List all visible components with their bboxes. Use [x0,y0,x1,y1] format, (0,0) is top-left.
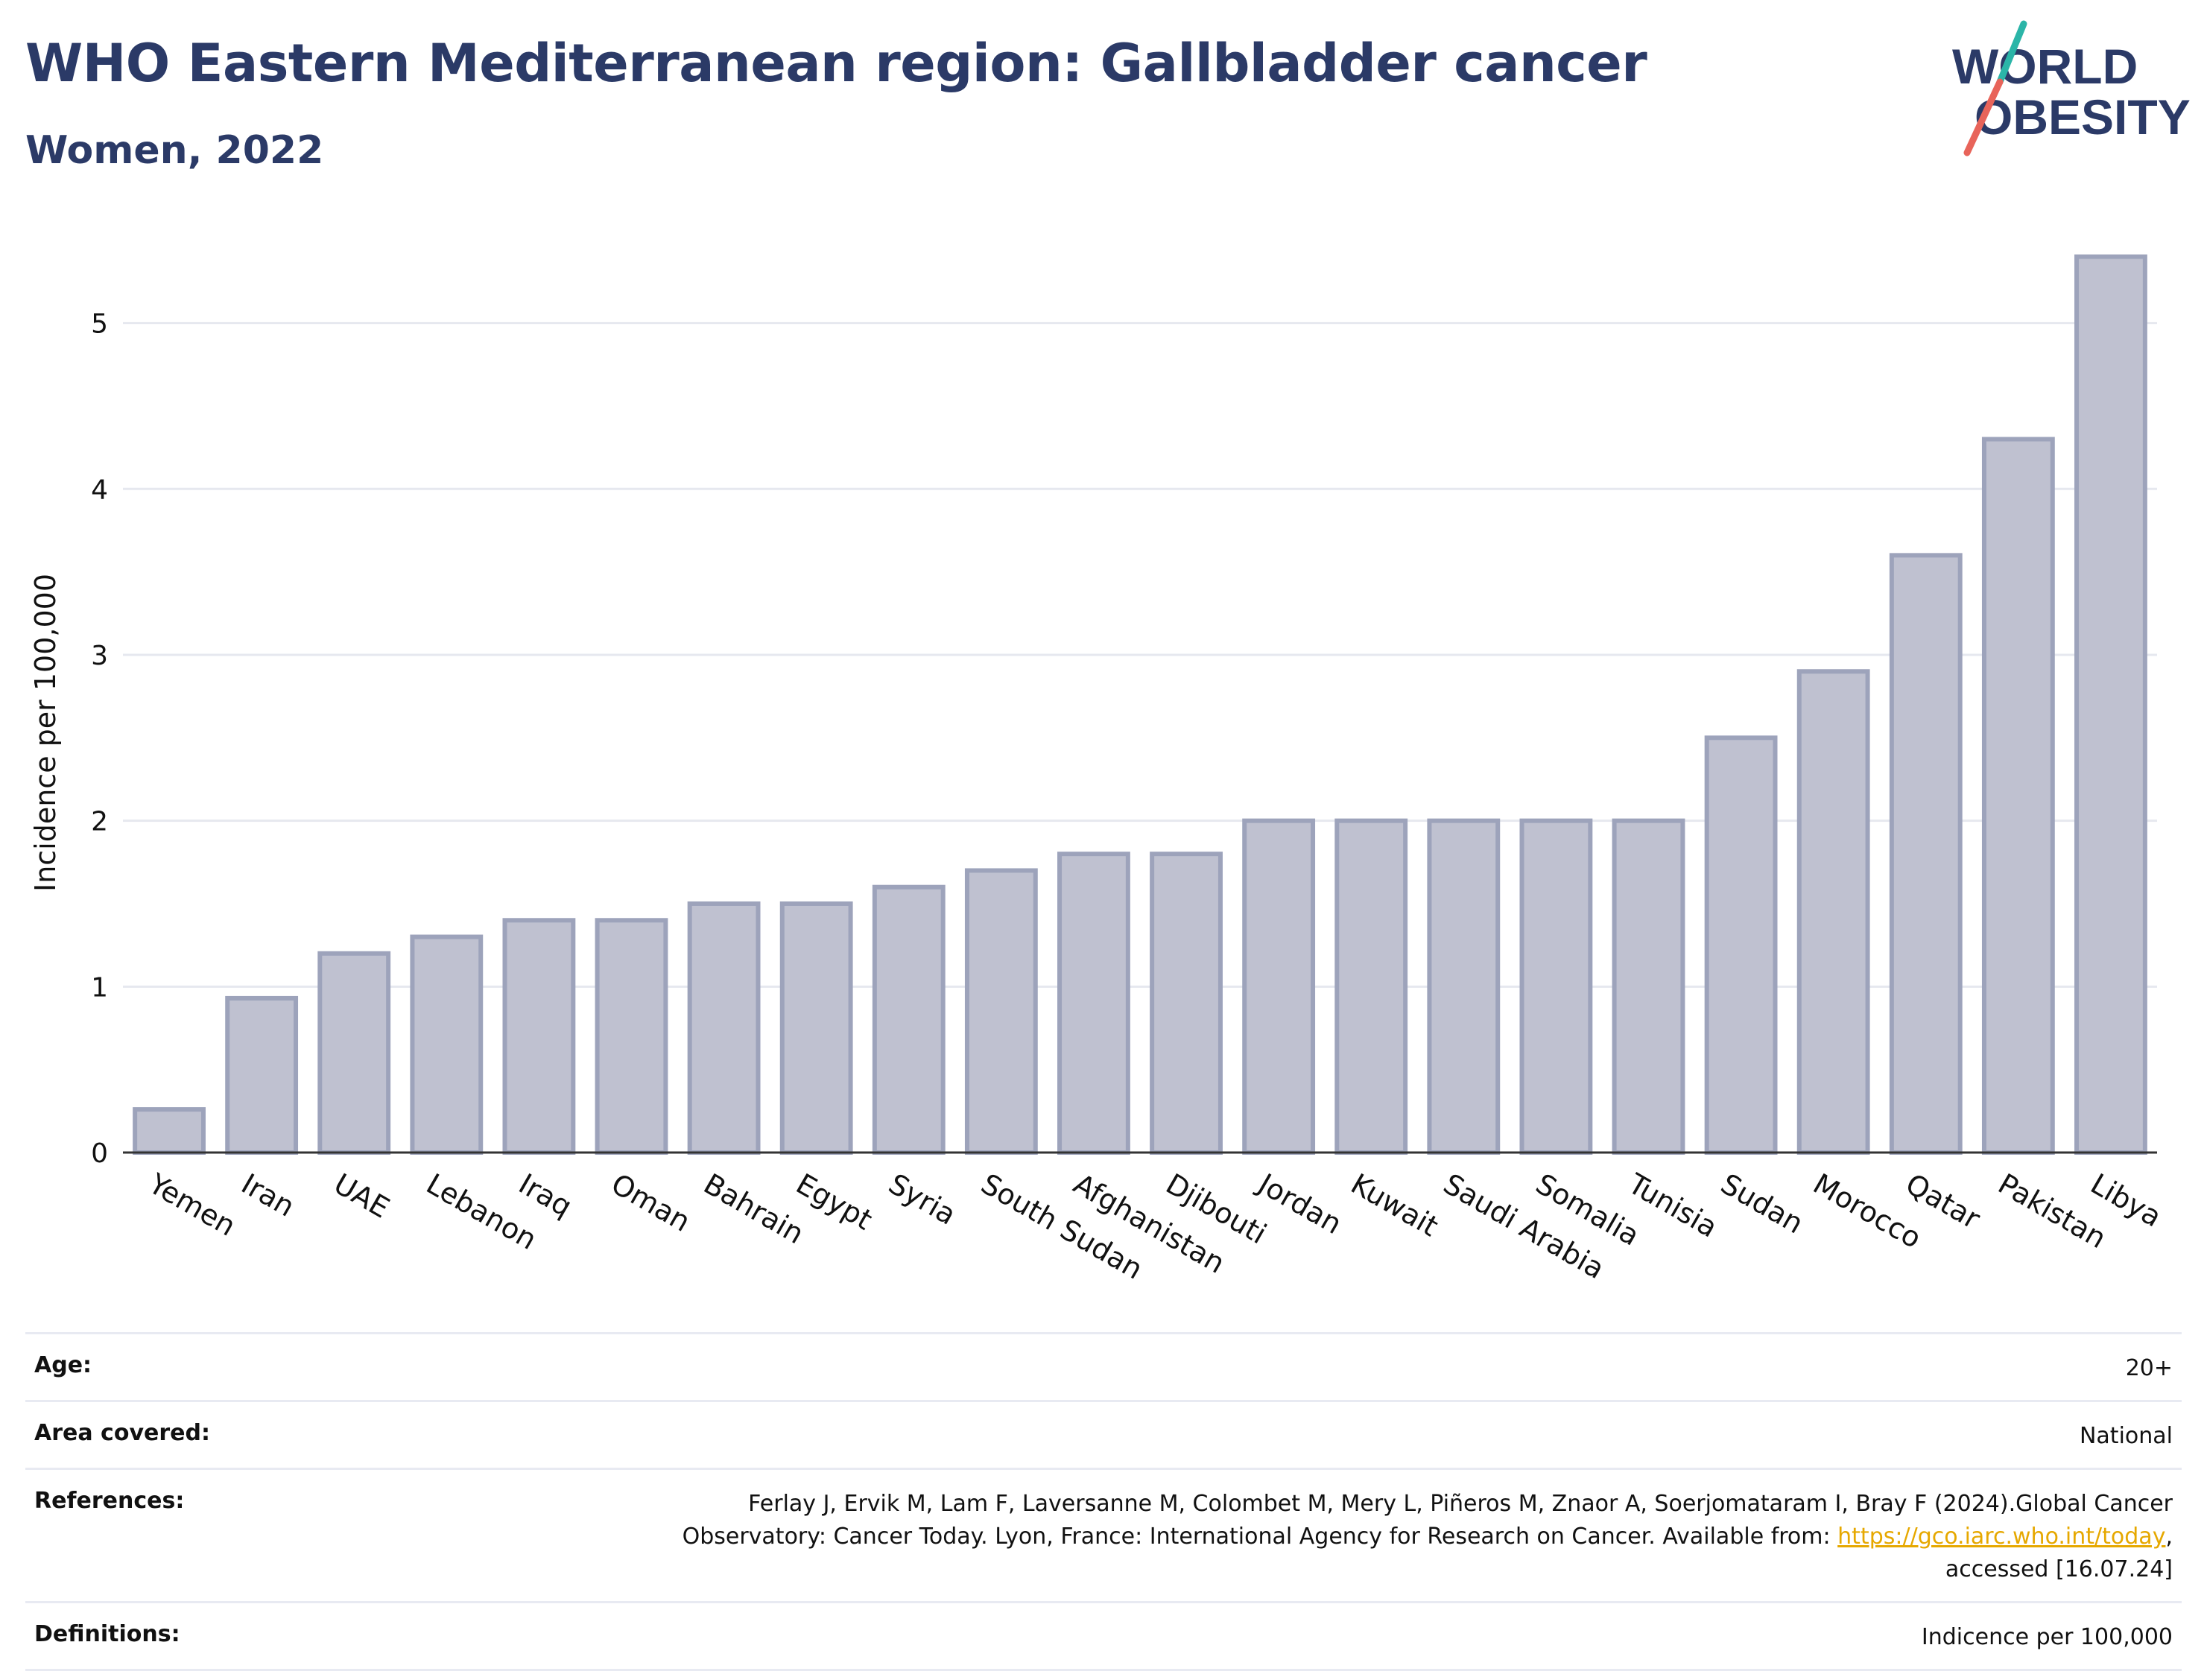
logo-slash-bottom [1963,78,2004,156]
bar-afghanistan [1057,852,1130,1156]
meta-ref-label: References: [34,1488,185,1514]
bar-jordan [1242,818,1316,1155]
chart-title: WHO Eastern Mediterranean region: Gallbl… [25,33,1647,94]
bar-iraq [502,918,576,1155]
y-tick-label: 3 [91,641,108,671]
x-tick-label: Kuwait [1346,1167,1444,1243]
chart-subtitle: Women, 2022 [25,128,324,173]
y-tick-label: 5 [91,309,108,340]
y-tick-label: 0 [91,1138,108,1169]
bar-saudi-arabia [1427,818,1501,1155]
x-tick-label: Sudan [1715,1167,1809,1240]
meta-row-area: Area covered: National [25,1400,2182,1468]
bar-syria [872,884,946,1155]
bar-pakistan [1981,437,2055,1155]
bars [133,254,2147,1156]
logo-line1: WORLD [1952,39,2138,94]
y-tick-label: 4 [91,475,108,505]
meta-area-value: National [2079,1423,2173,1449]
bar-south-sudan [964,868,1038,1155]
meta-row-definitions: Definitions: Indicence per 100,000 [25,1601,2182,1671]
y-tick-labels: 0 1 2 3 4 5 [91,309,108,1169]
logo-slash-top [1996,20,2027,86]
x-tick-label: Bahrain [698,1167,809,1251]
bar-uae [317,951,391,1156]
meta-row-age: Age: 20+ [25,1332,2182,1400]
x-tick-label: Yemen [143,1167,241,1243]
bar-morocco [1796,669,1870,1155]
bar-lebanon [410,934,484,1155]
ref-line2-pre: Observatory: Cancer Today. Lyon, France:… [682,1524,1838,1550]
x-tick-label: Syria [883,1167,961,1232]
x-tick-label: Iran [236,1167,300,1223]
bar-djibouti [1150,852,1223,1156]
y-tick-label: 1 [91,972,108,1003]
meta-def-label: Definitions: [34,1621,180,1647]
ref-line1: Ferlay J, Ervik M, Lam F, Laversanne M, … [748,1491,2173,1517]
meta-def-value: Indicence per 100,000 [1921,1624,2173,1650]
bar-qatar [1889,553,1963,1155]
meta-ref-value: Ferlay J, Ervik M, Lam F, Laversanne M, … [683,1488,2173,1586]
y-axis-label: Incidence per 100,000 [29,574,62,892]
meta-row-references: References: Ferlay J, Ervik M, Lam F, La… [25,1468,2182,1601]
y-tick-label: 2 [91,807,108,837]
x-tick-label: UAE [329,1167,395,1225]
bar-tunisia [1612,818,1685,1155]
ref-line3: accessed [16.07.24] [1945,1556,2173,1582]
meta-area-label: Area covered: [34,1420,210,1446]
world-obesity-logo: WORLD OBESITY [1952,20,2191,156]
ref-line2-post: , [2165,1524,2173,1550]
meta-age-value: 20+ [2125,1355,2173,1381]
meta-age-label: Age: [34,1352,92,1378]
logo-line2: OBESITY [1975,89,2191,145]
bar-egypt [779,901,853,1156]
bar-yemen [133,1107,206,1155]
bar-oman [595,918,668,1155]
bar-sudan [1704,735,1778,1155]
ref-link[interactable]: https://gco.iarc.who.int/today [1837,1524,2166,1550]
x-tick-label: Iraq [513,1167,577,1223]
bar-somalia [1519,818,1593,1155]
metadata-table: Age: 20+ Area covered: National Referenc… [25,1332,2182,1671]
bar-iran [225,995,299,1155]
bar-libya [2074,254,2147,1155]
x-tick-label: Oman [606,1167,696,1238]
bar-kuwait [1334,818,1408,1155]
bar-bahrain [687,901,761,1156]
